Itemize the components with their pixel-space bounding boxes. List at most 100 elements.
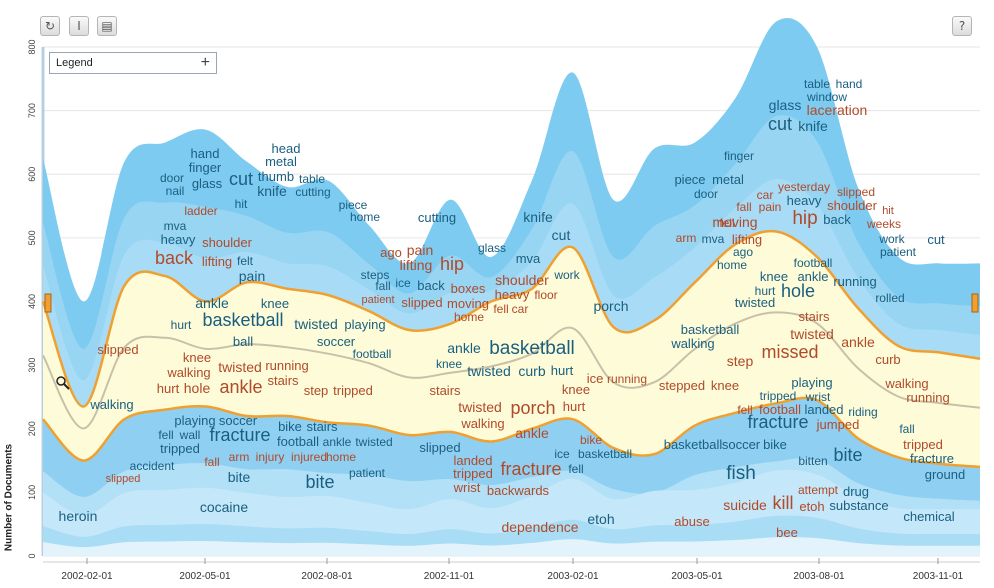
topic-word[interactable]: abuse xyxy=(674,514,709,529)
topic-word[interactable]: cut xyxy=(768,114,792,134)
topic-word[interactable]: home xyxy=(350,210,380,224)
topic-word[interactable]: curb xyxy=(875,352,900,367)
topic-word[interactable]: floor xyxy=(534,288,557,302)
text-cursor-icon[interactable]: I xyxy=(69,16,89,36)
topic-word[interactable]: cutting xyxy=(418,210,456,225)
topic-word[interactable]: football xyxy=(277,434,319,449)
topic-word[interactable]: hurt xyxy=(171,318,192,332)
topic-word[interactable]: fall xyxy=(204,455,219,469)
topic-word[interactable]: shoulder xyxy=(202,235,253,250)
topic-word[interactable]: walking xyxy=(670,336,714,351)
refresh-icon[interactable]: ↻ xyxy=(40,16,60,36)
topic-word[interactable]: bite xyxy=(833,445,862,465)
topic-word[interactable]: attempt xyxy=(798,483,839,497)
topic-word[interactable]: back xyxy=(417,278,445,293)
topic-word[interactable]: glass xyxy=(478,241,506,255)
topic-word[interactable]: yesterday xyxy=(778,180,830,194)
topic-word[interactable]: fell xyxy=(719,216,734,230)
topic-word[interactable]: soccer xyxy=(722,437,761,452)
topic-word[interactable]: slipped xyxy=(401,295,442,310)
topic-word[interactable]: cut xyxy=(927,232,945,247)
topic-word[interactable]: tripped xyxy=(333,383,373,398)
topic-word[interactable]: ankle xyxy=(447,340,481,356)
topic-word[interactable]: piece xyxy=(674,172,705,187)
topic-word[interactable]: wall xyxy=(179,428,201,442)
topic-word[interactable]: ankle xyxy=(797,269,828,284)
topic-word[interactable]: hurt xyxy=(551,363,574,378)
topic-word[interactable]: knee xyxy=(562,382,590,397)
topic-word[interactable]: hole xyxy=(184,380,211,396)
topic-word[interactable]: back xyxy=(155,248,194,268)
topic-word[interactable]: basketball xyxy=(664,437,723,452)
topic-word[interactable]: hand xyxy=(191,146,220,161)
topic-word[interactable]: fell xyxy=(568,462,583,476)
topic-word[interactable]: accident xyxy=(130,459,175,473)
topic-word[interactable]: tripped xyxy=(903,437,943,452)
topic-word[interactable]: arm xyxy=(676,231,697,245)
topic-word[interactable]: stairs xyxy=(267,373,299,388)
legend-box[interactable]: Legend + xyxy=(49,52,217,74)
help-button[interactable]: ? xyxy=(952,16,972,36)
topic-word[interactable]: patient xyxy=(880,245,917,259)
topic-word[interactable]: injury xyxy=(256,450,285,464)
topic-word[interactable]: basketball xyxy=(681,322,740,337)
topic-word[interactable]: ankle xyxy=(195,295,229,311)
topic-word[interactable]: car xyxy=(757,188,774,202)
topic-word[interactable]: pain xyxy=(759,200,782,214)
topic-word[interactable]: football xyxy=(759,402,801,417)
topic-word[interactable]: running xyxy=(607,372,647,386)
topic-word[interactable]: finger xyxy=(189,160,222,175)
topic-word[interactable]: porch xyxy=(510,398,555,418)
topic-word[interactable]: window xyxy=(806,90,847,104)
topic-word[interactable]: twisted xyxy=(218,359,262,375)
topic-word[interactable]: ankle xyxy=(219,377,262,397)
topic-word[interactable]: tripped xyxy=(760,389,797,403)
topic-word[interactable]: missed xyxy=(761,342,818,362)
topic-word[interactable]: curb xyxy=(518,363,545,379)
topic-word[interactable]: football xyxy=(794,256,833,270)
topic-word[interactable]: porch xyxy=(593,298,628,314)
topic-word[interactable]: weeks xyxy=(866,217,901,231)
topic-word[interactable]: football xyxy=(353,347,392,361)
topic-word[interactable]: fracture xyxy=(910,451,954,466)
topic-word[interactable]: stairs xyxy=(798,309,830,324)
topic-word[interactable]: pain xyxy=(239,268,265,284)
topic-word[interactable]: bee xyxy=(776,525,798,540)
topic-word[interactable]: hip xyxy=(440,254,464,274)
topic-word[interactable]: knee xyxy=(760,269,788,284)
topic-word[interactable]: bitten xyxy=(798,454,827,468)
topic-word[interactable]: home xyxy=(454,310,484,324)
topic-word[interactable]: ice xyxy=(587,371,604,386)
topic-word[interactable]: twisted xyxy=(458,399,502,415)
topic-word[interactable]: knife xyxy=(523,209,553,225)
topic-word[interactable]: door xyxy=(160,171,184,185)
topic-word[interactable]: metal xyxy=(712,172,744,187)
topic-word[interactable]: tripped xyxy=(453,466,493,481)
topic-word[interactable]: hit xyxy=(235,197,248,211)
topic-word[interactable]: moving xyxy=(712,214,757,230)
topic-word[interactable]: cut xyxy=(229,169,253,189)
topic-word[interactable]: table xyxy=(804,77,830,91)
topic-word[interactable]: tripped xyxy=(160,441,200,456)
topic-word[interactable]: riding xyxy=(848,405,877,419)
topic-word[interactable]: slipped xyxy=(97,342,138,357)
topic-word[interactable]: pain xyxy=(407,242,433,258)
topic-word[interactable]: stepped xyxy=(659,378,705,393)
topic-word[interactable]: running xyxy=(265,358,308,373)
topic-word[interactable]: patient xyxy=(349,466,386,480)
topic-word[interactable]: fish xyxy=(726,463,756,484)
topic-word[interactable]: head xyxy=(272,141,301,156)
topic-word[interactable]: substance xyxy=(829,498,888,513)
topic-word[interactable]: soccer xyxy=(317,334,356,349)
topic-word[interactable]: jumped xyxy=(816,417,860,432)
topic-word[interactable]: car xyxy=(512,302,529,316)
topic-word[interactable]: chemical xyxy=(903,509,954,524)
topic-word[interactable]: playing xyxy=(791,375,832,390)
topic-word[interactable]: bite xyxy=(305,472,334,492)
topic-word[interactable]: step xyxy=(304,383,329,398)
topic-word[interactable]: ago xyxy=(733,245,753,259)
topic-word[interactable]: basketball xyxy=(489,338,575,359)
topic-word[interactable]: running xyxy=(906,390,949,405)
legend-expand-icon[interactable]: + xyxy=(200,54,210,71)
